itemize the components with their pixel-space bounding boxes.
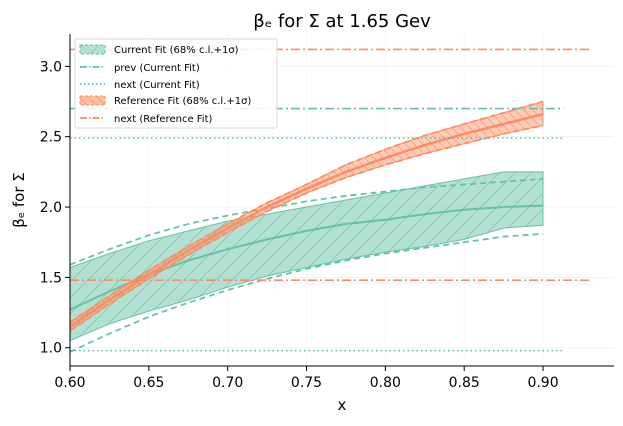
x-tick-label-0.70: 0.70 [212, 375, 243, 391]
fit-bands [70, 100, 544, 353]
reference-fit-band-hatch [70, 101, 543, 331]
y-ticks: 1.0 1.5 2.0 2.5 3.0 [40, 59, 70, 357]
current-fit-upper-dashed [70, 178, 544, 266]
legend-reference-fit-label: Reference Fit (68% c.l.+1σ) [114, 96, 251, 107]
y-tick-label-3.0: 3.0 [40, 59, 62, 75]
legend-current-fit-hatch [80, 45, 105, 54]
legend-next-current-label: next (Current Fit) [114, 80, 200, 91]
reference-fit-center-line [70, 112, 544, 328]
x-tick-label-0.90: 0.90 [527, 375, 558, 391]
x-tick-label-0.85: 0.85 [449, 375, 480, 391]
y-tick-label-1.0: 1.0 [40, 341, 62, 357]
y-tick-label-2.0: 2.0 [40, 200, 62, 216]
reference-fit-upper-dashed [70, 100, 544, 324]
y-tick-label-2.5: 2.5 [40, 130, 62, 146]
x-tick-label-0.80: 0.80 [370, 375, 401, 391]
y-tick-label-1.5: 1.5 [40, 270, 62, 286]
current-fit-lower-dashed [70, 232, 544, 353]
reference-fit-lower-dashed [70, 124, 544, 332]
legend-reference-fit-hatch [80, 96, 105, 105]
legend-prev-current-label: prev (Current Fit) [114, 63, 200, 74]
legend-next-reference-label: next (Reference Fit) [114, 114, 212, 125]
legend-box [74, 38, 278, 129]
x-axis-label: x [338, 396, 347, 414]
y-axis-label: βₑ for Σ [10, 172, 28, 227]
legend-current-fit-label: Current Fit (68% c.l.+1σ) [114, 45, 239, 56]
chart-title: βₑ for Σ at 1.65 Gev [253, 11, 431, 32]
x-ticks: 0.60 0.65 0.70 0.75 0.80 0.85 0.90 [54, 366, 559, 391]
x-tick-label-0.65: 0.65 [133, 375, 164, 391]
x-tick-label-0.60: 0.60 [54, 375, 85, 391]
x-tick-label-0.75: 0.75 [291, 375, 322, 391]
legend: Current Fit (68% c.l.+1σ) prev (Current … [74, 38, 278, 129]
